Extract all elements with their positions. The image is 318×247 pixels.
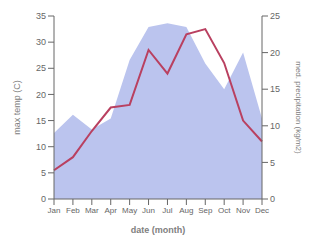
svg-text:15: 15 [270, 84, 280, 94]
svg-text:5: 5 [270, 158, 275, 168]
svg-text:25: 25 [270, 11, 280, 21]
svg-text:date (month): date (month) [131, 225, 186, 235]
svg-text:0: 0 [41, 194, 46, 204]
svg-text:Nov: Nov [236, 206, 250, 215]
svg-text:25: 25 [36, 63, 46, 73]
svg-text:Jul: Jul [162, 206, 172, 215]
svg-text:10: 10 [36, 142, 46, 152]
svg-text:Dec: Dec [255, 206, 269, 215]
svg-text:15: 15 [36, 116, 46, 126]
svg-text:Sep: Sep [198, 206, 213, 215]
svg-text:Jan: Jan [48, 206, 61, 215]
svg-text:5: 5 [41, 168, 46, 178]
svg-text:35: 35 [36, 11, 46, 21]
svg-text:Oct: Oct [218, 206, 231, 215]
svg-text:Jun: Jun [142, 206, 155, 215]
svg-text:Mar: Mar [85, 206, 99, 215]
svg-text:20: 20 [270, 48, 280, 58]
svg-text:May: May [122, 206, 137, 215]
svg-text:20: 20 [36, 90, 46, 100]
svg-text:Feb: Feb [66, 206, 80, 215]
svg-text:30: 30 [36, 37, 46, 47]
svg-text:10: 10 [270, 121, 280, 131]
svg-text:Aug: Aug [179, 206, 193, 215]
svg-text:Apr: Apr [105, 206, 118, 215]
svg-text:med. precipitation (kg/m2): med. precipitation (kg/m2) [294, 61, 303, 154]
svg-text:max temp (C): max temp (C) [12, 80, 22, 135]
svg-text:0: 0 [270, 194, 275, 204]
